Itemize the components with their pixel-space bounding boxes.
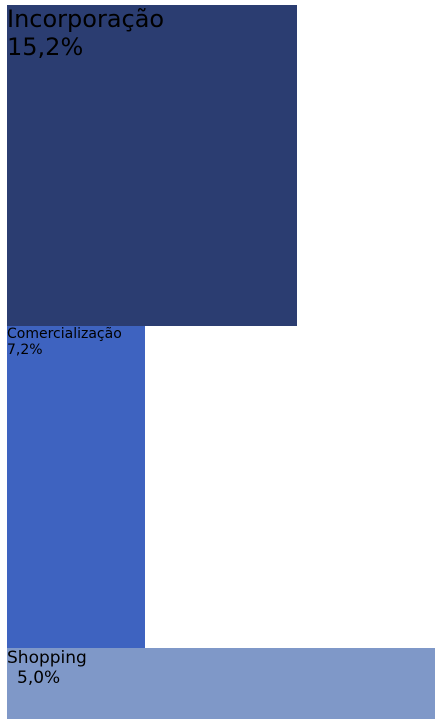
value-label: 7,2% <box>7 342 43 359</box>
value-label: 5,0% <box>17 667 61 688</box>
category-label: Comercialização <box>7 326 122 343</box>
treemap: Incorporação 15,2% Comercialização 7,2% Shop… <box>7 5 435 719</box>
tile: Shopping 5,0% <box>7 647 435 719</box>
tile-label: Shopping 5,0% <box>7 648 435 688</box>
category-label: Incorporação <box>7 5 165 33</box>
tile: Incorporação 15,2% <box>7 5 298 327</box>
tile-label: Comercialização 7,2% <box>7 326 145 358</box>
tile-label: Incorporação 15,2% <box>7 5 297 61</box>
value-label: 15,2% <box>7 33 84 61</box>
tile: Comercialização 7,2% <box>7 326 145 648</box>
category-label: Shopping <box>7 647 87 668</box>
